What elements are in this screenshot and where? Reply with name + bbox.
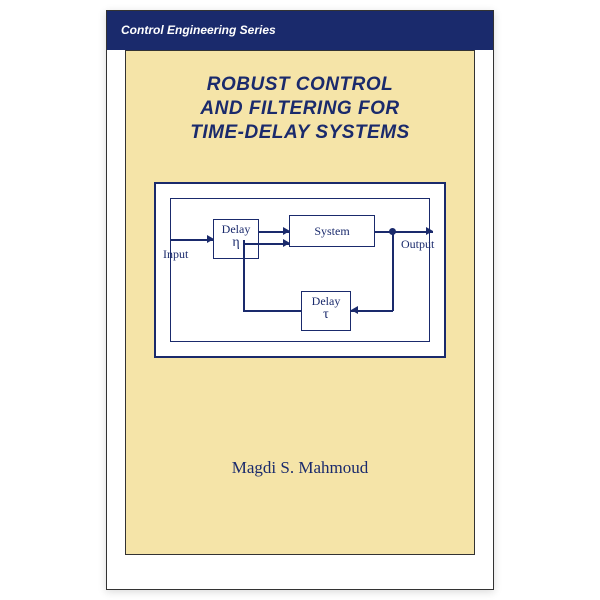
arrow-feedback-into-system — [283, 239, 290, 247]
system-label: System — [290, 222, 374, 238]
wire-feedback-up — [243, 240, 245, 311]
title-line-3: TIME-DELAY SYSTEMS — [126, 121, 474, 145]
book-title: ROBUST CONTROL AND FILTERING FOR TIME-DE… — [126, 73, 474, 144]
diagram-frame: Input Output Delay η System — [170, 198, 430, 342]
block-delay-tau: Delay τ — [301, 291, 351, 331]
delay2-symbol: τ — [302, 308, 350, 324]
title-line-1: ROBUST CONTROL — [126, 73, 474, 97]
series-header: Control Engineering Series — [107, 11, 493, 50]
series-label: Control Engineering Series — [121, 23, 276, 37]
block-system: System — [289, 215, 375, 247]
wire-feedback-down — [392, 232, 394, 311]
book-cover: Control Engineering Series ROBUST CONTRO… — [106, 10, 494, 590]
wire-system-output — [375, 231, 433, 233]
block-delay-eta: Delay η — [213, 219, 259, 259]
wire-feedback-h2 — [243, 310, 301, 312]
input-label: Input — [163, 247, 188, 262]
output-label: Output — [401, 237, 434, 252]
delay2-label: Delay — [302, 292, 350, 308]
block-diagram: Input Output Delay η System — [154, 182, 446, 358]
arrow-output — [426, 227, 433, 235]
title-line-2: AND FILTERING FOR — [126, 97, 474, 121]
arrow-feedback-to-delay2 — [351, 306, 358, 314]
main-panel: ROBUST CONTROL AND FILTERING FOR TIME-DE… — [125, 50, 475, 555]
delay1-label: Delay — [214, 220, 258, 236]
author-name: Magdi S. Mahmoud — [126, 458, 474, 478]
